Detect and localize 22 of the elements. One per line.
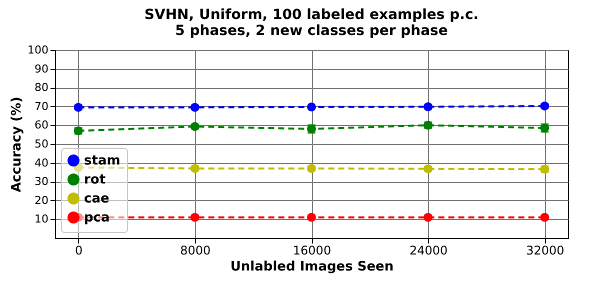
legend-label: pca	[84, 210, 110, 226]
y-tick-label: 50	[34, 138, 48, 150]
y-tick-label: 70	[34, 100, 48, 113]
y-tick-label: 30	[34, 175, 48, 188]
y-tick-label: 100	[28, 44, 48, 56]
x-tick-label: 32000	[526, 244, 564, 258]
legend-label: rot	[84, 172, 106, 188]
legend-label: stam	[84, 154, 120, 168]
x-tick-label: 24000	[409, 244, 448, 258]
legend-label: cae	[84, 192, 110, 206]
y-tick-label: 90	[34, 62, 48, 76]
x-tick-label: 16000	[292, 244, 332, 258]
x-tick-label: 8000	[180, 244, 211, 258]
y-tick-label: 80	[34, 81, 48, 94]
y-tick-label: 60	[34, 118, 48, 132]
y-tick-label: 10	[34, 212, 48, 226]
chart-title: SVHN, Uniform, 100 labeled examples p.c. 5 phases, 2 new classes per phase	[144, 7, 479, 39]
y-tick-label: 20	[34, 194, 48, 207]
y-tick-label: 40	[34, 156, 48, 170]
x-tick-label: 0	[75, 244, 83, 258]
y-axis-title: Accuracy (%)	[10, 96, 25, 192]
x-axis-title: Unlabled Images Seen	[230, 260, 394, 274]
